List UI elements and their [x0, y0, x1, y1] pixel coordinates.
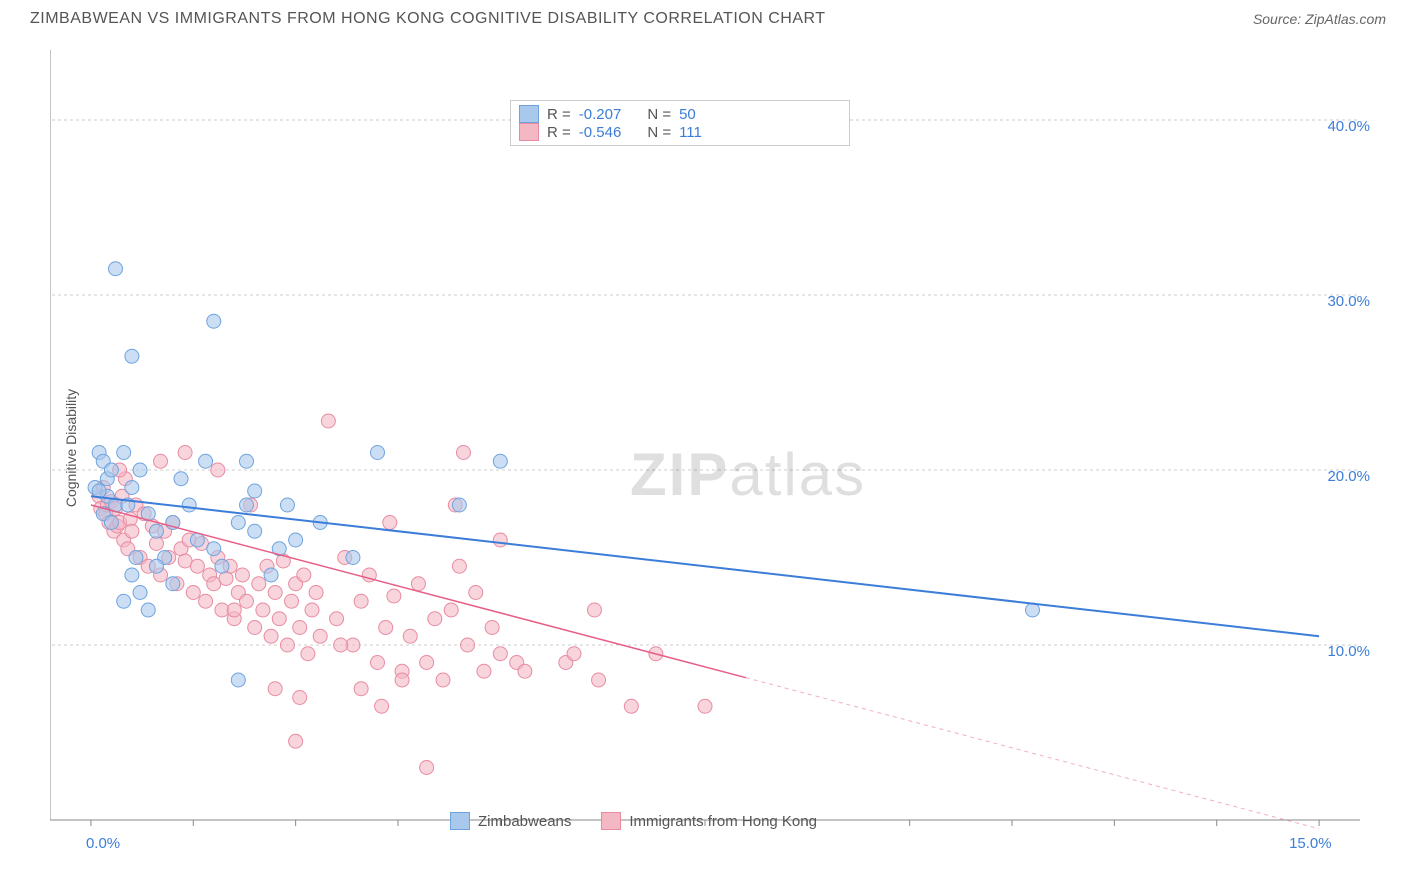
- legend-item-0: Zimbabweans: [450, 812, 571, 830]
- legend-correlation: R = -0.207 N = 50 R = -0.546 N = 111: [510, 100, 850, 146]
- n-value-0: 50: [679, 106, 696, 123]
- chart-area: ZIPatlas R = -0.207 N = 50 R = -0.546 N …: [50, 50, 1380, 830]
- legend-series: Zimbabweans Immigrants from Hong Kong: [450, 812, 817, 830]
- legend-row-series-0: R = -0.207 N = 50: [519, 105, 841, 123]
- y-tick-label: 10.0%: [1327, 643, 1370, 660]
- y-tick-label: 40.0%: [1327, 118, 1370, 135]
- swatch-icon: [601, 812, 621, 830]
- chart-title: ZIMBABWEAN VS IMMIGRANTS FROM HONG KONG …: [30, 10, 826, 28]
- swatch-series-1: [519, 123, 539, 141]
- y-tick-label: 20.0%: [1327, 468, 1370, 485]
- y-tick-label: 30.0%: [1327, 293, 1370, 310]
- watermark: ZIPatlas: [630, 440, 866, 509]
- swatch-icon: [450, 812, 470, 830]
- chart-source: Source: ZipAtlas.com: [1253, 11, 1386, 27]
- legend-row-series-1: R = -0.546 N = 111: [519, 123, 841, 141]
- legend-item-1: Immigrants from Hong Kong: [601, 812, 817, 830]
- r-value-1: -0.546: [579, 124, 622, 141]
- x-tick-label: 15.0%: [1289, 835, 1332, 852]
- swatch-series-0: [519, 105, 539, 123]
- chart-header: ZIMBABWEAN VS IMMIGRANTS FROM HONG KONG …: [0, 0, 1406, 38]
- r-value-0: -0.207: [579, 106, 622, 123]
- n-value-1: 111: [679, 124, 702, 141]
- x-tick-label: 0.0%: [86, 835, 120, 852]
